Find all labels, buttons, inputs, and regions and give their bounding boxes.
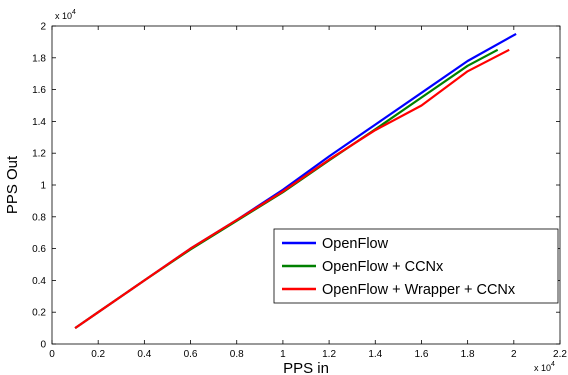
legend: OpenFlow OpenFlow + CCNx OpenFlow + Wrap… bbox=[273, 228, 559, 304]
y-tick-label: 1.8 bbox=[32, 53, 46, 64]
x-tick-label: 0.4 bbox=[137, 349, 151, 360]
y-exponent-power: 4 bbox=[72, 9, 76, 16]
y-tick-label: 0.6 bbox=[32, 244, 46, 255]
x-axis-title: PPS in bbox=[283, 360, 329, 375]
y-axis-title: PPS Out bbox=[4, 155, 21, 214]
x-tick-label: 2 bbox=[511, 349, 517, 360]
series-lines bbox=[74, 32, 517, 330]
y-tick-label: 1.6 bbox=[32, 85, 46, 96]
x-tick-label: 0 bbox=[49, 349, 55, 360]
legend-label-openflow-ccnx: OpenFlow + CCNx bbox=[322, 259, 444, 275]
y-tick-label: 0.4 bbox=[32, 276, 46, 287]
x-exponent-power: 4 bbox=[551, 361, 555, 368]
x-tick-label: 0.2 bbox=[91, 349, 105, 360]
x-tick-label: 1.4 bbox=[368, 349, 382, 360]
x-tick-label: 0.8 bbox=[230, 349, 244, 360]
x-tick-label: 1.6 bbox=[415, 349, 429, 360]
y-tick-label: 1.2 bbox=[32, 149, 46, 160]
x-tick-label: 1 bbox=[280, 349, 286, 360]
x-tick-label: 1.2 bbox=[322, 349, 336, 360]
x-axis: 0 0.2 0.4 0.6 0.8 1 1.2 1.4 1.6 1.8 2 2.2 bbox=[49, 26, 567, 360]
x-tick-label: 0.6 bbox=[184, 349, 198, 360]
legend-box bbox=[273, 228, 559, 304]
y-tick-label: 1.4 bbox=[32, 117, 46, 128]
x-exponent-label: x 104 bbox=[534, 361, 555, 373]
legend-label-openflow: OpenFlow bbox=[322, 236, 389, 252]
x-tick-label: 2.2 bbox=[553, 349, 567, 360]
y-tick-label: 0 bbox=[40, 340, 46, 351]
y-tick-label: 1 bbox=[40, 181, 46, 192]
x-tick-label: 1.8 bbox=[461, 349, 475, 360]
series-line-openflow-wrapper-ccnx bbox=[74, 48, 510, 330]
y-tick-label: 2 bbox=[40, 22, 46, 33]
y-tick-label: 0.8 bbox=[32, 212, 46, 223]
y-tick-label: 0.2 bbox=[32, 308, 46, 319]
legend-label-openflow-wrapper-ccnx: OpenFlow + Wrapper + CCNx bbox=[322, 282, 516, 298]
y-exponent-label: x 104 bbox=[55, 9, 76, 21]
